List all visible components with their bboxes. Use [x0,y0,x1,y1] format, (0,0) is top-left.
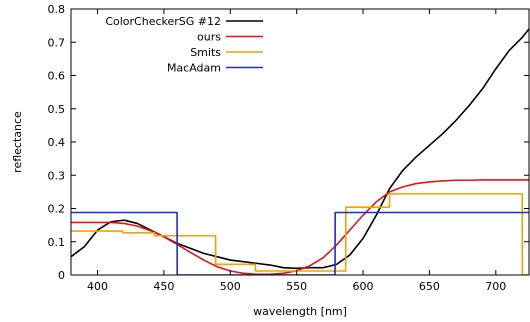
y-tick-label: 0.4 [48,136,66,149]
y-tick-label: 0.3 [48,169,66,182]
y-tick-label: 0.8 [48,3,66,16]
legend: ColorCheckerSG #12 ours Smits MacAdam [105,15,263,75]
y-tick-label: 0.5 [48,103,66,116]
x-tick-label: 550 [286,280,307,293]
ticks-layer: 400 450 500 550 600 650 700 0 0.1 0.2 0.3 0.4 0.5 0.6… [48,3,529,293]
y-tick-label: 0 [58,269,65,282]
legend-label: MacAdam [167,62,221,75]
y-tick-label: 0.1 [48,236,66,249]
series-line-macadam [71,211,529,275]
legend-label: Smits [190,46,221,59]
y-tick-label: 0.7 [48,36,66,49]
x-tick-label: 700 [485,280,506,293]
x-tick-label: 600 [353,280,374,293]
legend-label: ours [197,31,221,44]
x-tick-label: 400 [87,280,108,293]
series-layer [71,28,529,275]
y-axis-label: reflectance [11,111,24,173]
x-axis-label: wavelength [nm] [253,305,347,318]
y-tick-label: 0.6 [48,70,66,83]
x-tick-label: 450 [153,280,174,293]
series-line-smits [71,193,529,275]
x-tick-label: 500 [220,280,241,293]
y-tick-label: 0.2 [48,203,66,216]
series-line-ours [71,179,529,275]
plot-frame [70,8,530,276]
x-tick-label: 650 [419,280,440,293]
legend-label: ColorCheckerSG #12 [105,15,221,28]
